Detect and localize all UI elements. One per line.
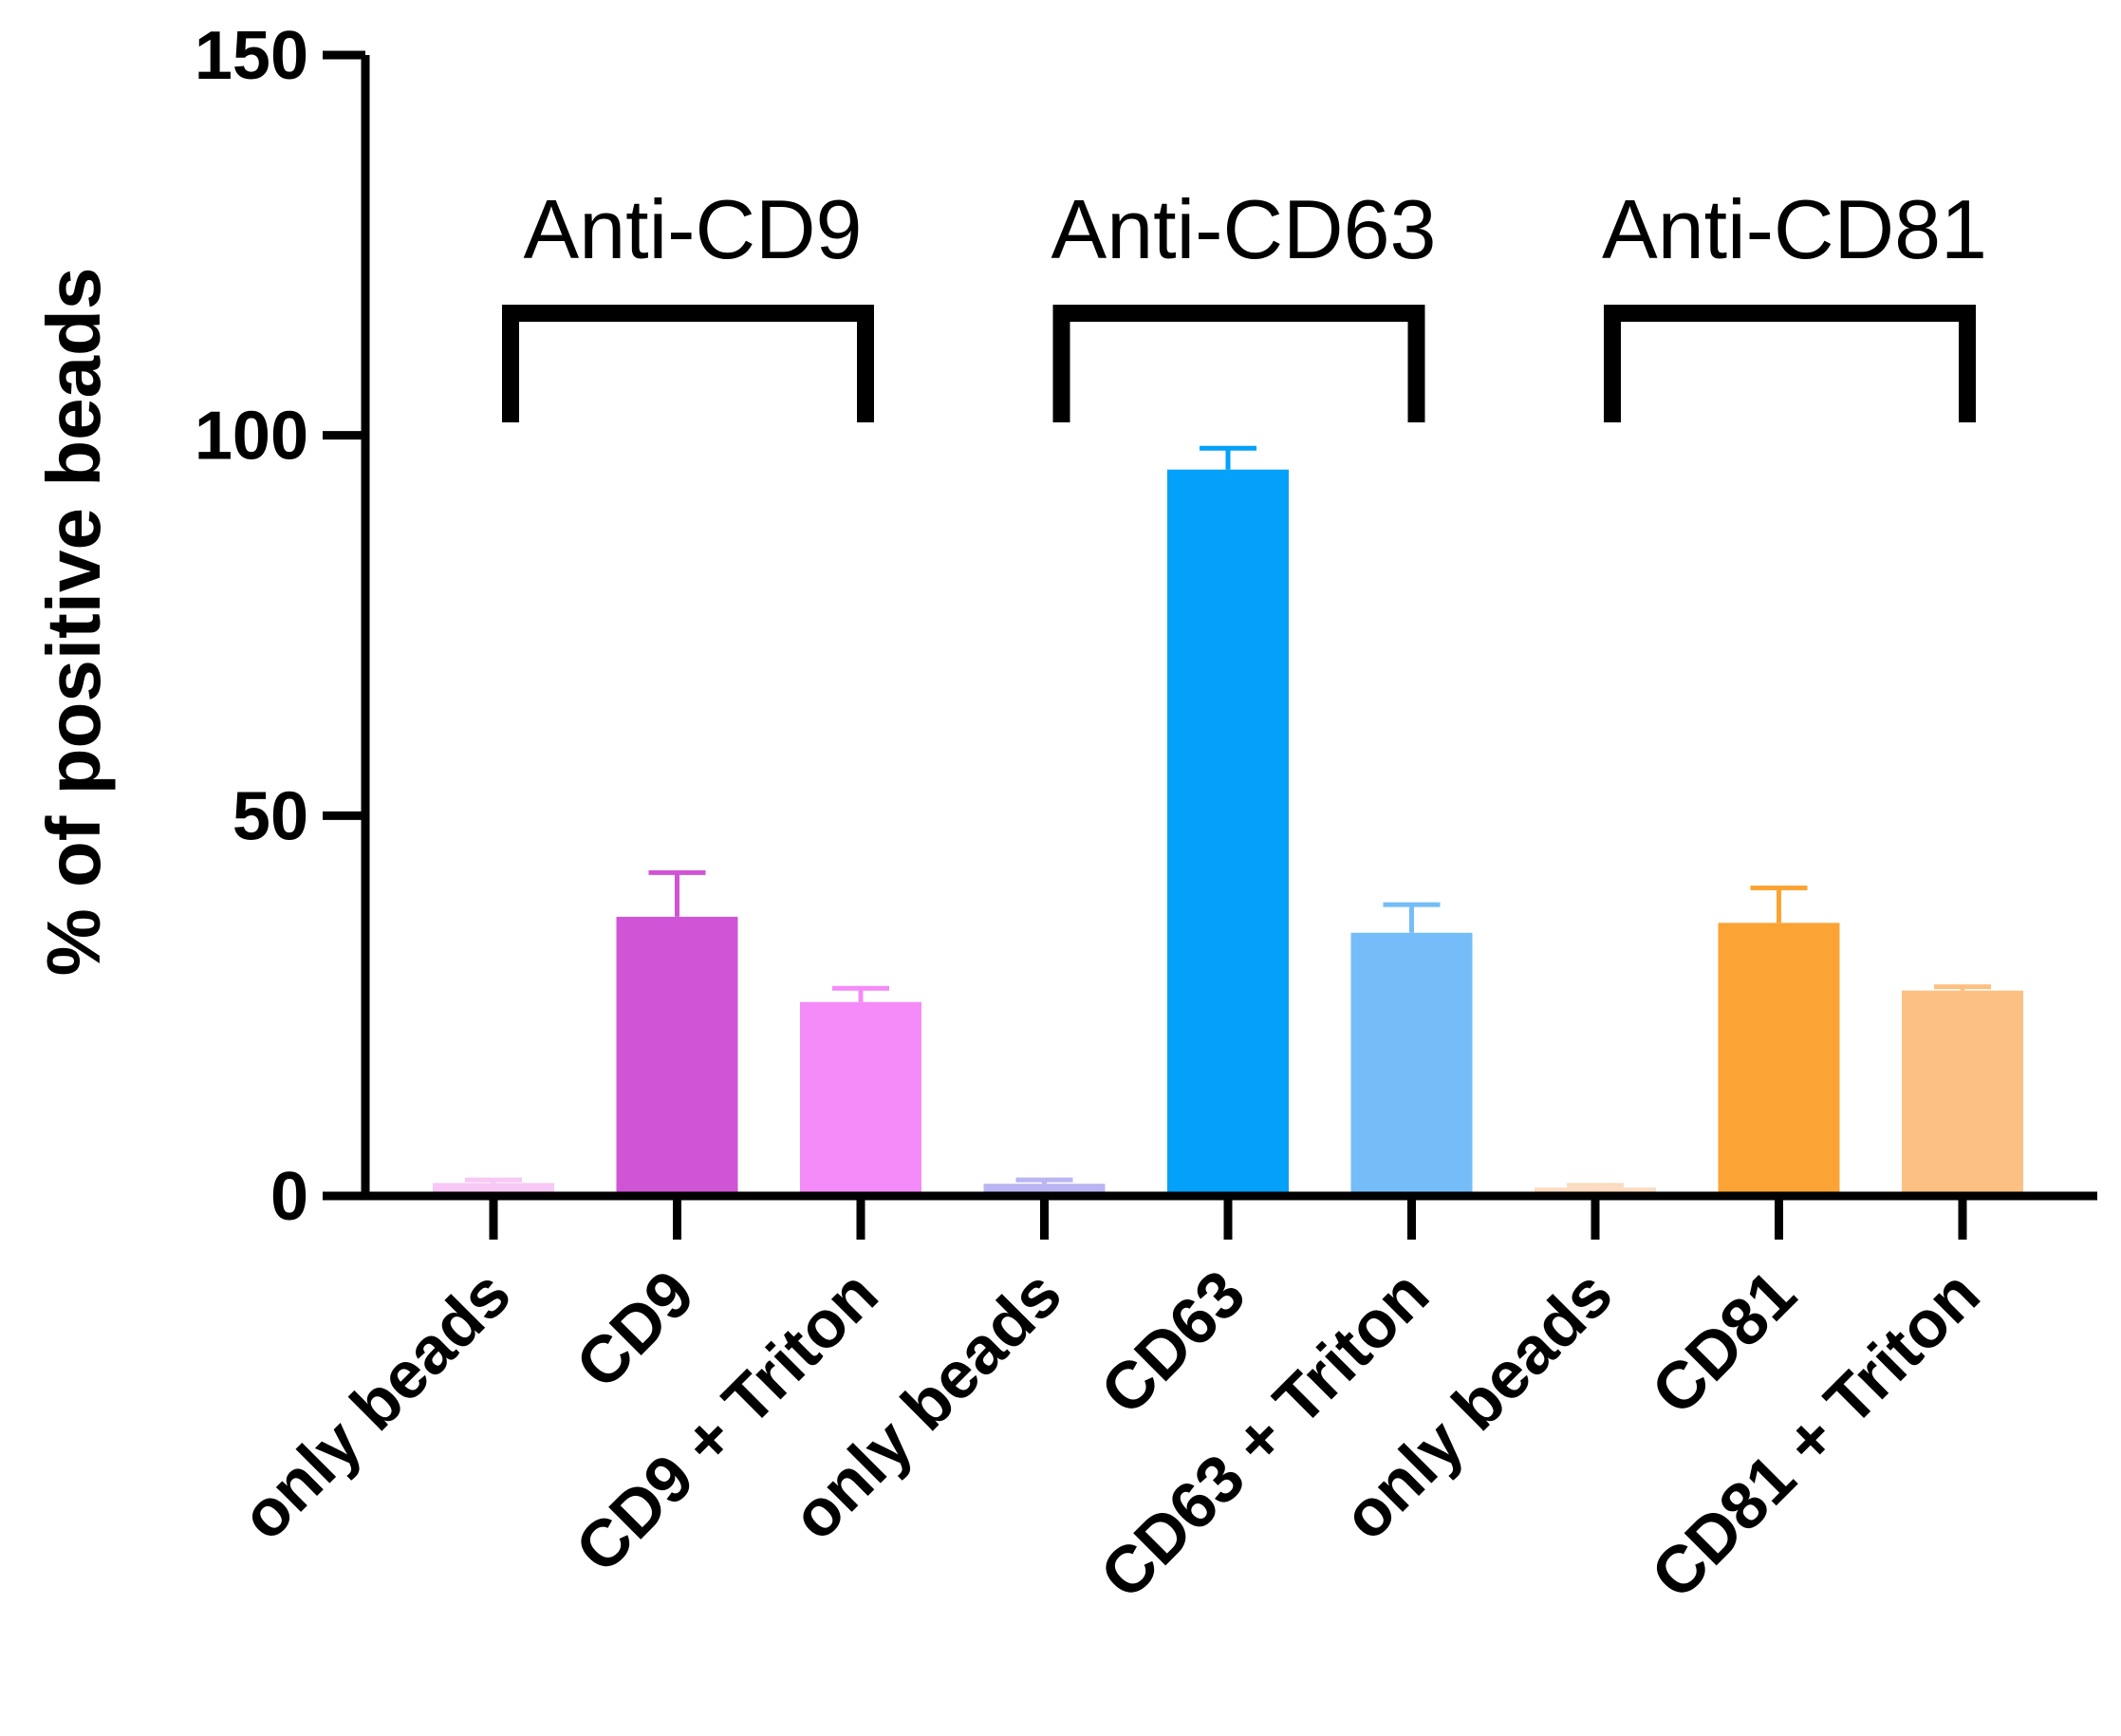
bracket-anti-cd81 — [1604, 305, 1976, 422]
error-bar-4 — [1015, 1177, 1073, 1185]
y-tick-label-150: 150 — [195, 18, 308, 94]
x-tick-label-5-cd63: CD63 — [1087, 1256, 1259, 1428]
error-bar-8 — [1750, 885, 1808, 924]
error-bar-2 — [648, 869, 706, 917]
x-tick-label-9-cd81-plus-triton: CD81 + Triton — [1637, 1256, 1994, 1613]
x-tick-label-6-cd63-plus-triton: CD63 + Triton — [1087, 1256, 1443, 1613]
bar-6-cd63-plus-triton — [1350, 932, 1473, 1196]
bracket-anti-cd9 — [502, 305, 874, 422]
bracket-anti-cd63 — [1052, 305, 1425, 422]
group-label-anti-cd63: Anti-CD63 — [1051, 182, 1437, 276]
error-bar-1 — [465, 1177, 522, 1184]
bar-8-cd81 — [1718, 923, 1840, 1196]
error-bar-6 — [1383, 902, 1441, 933]
y-ticks-layer: 0 50 100 150 — [195, 18, 365, 1235]
error-bar-7 — [1567, 1183, 1624, 1188]
y-axis-label: % of positive beads — [31, 268, 116, 977]
error-bar-5 — [1200, 445, 1256, 470]
x-tick-label-1-only-beads: only beads — [227, 1256, 525, 1554]
y-tick-label-50: 50 — [233, 778, 308, 854]
bar-9-cd81-plus-triton — [1902, 990, 2023, 1196]
group-label-anti-cd9: Anti-CD9 — [524, 182, 863, 276]
error-bar-3 — [832, 985, 889, 1002]
x-tick-label-2-cd9: CD9 — [562, 1256, 708, 1402]
bar-5-cd63 — [1167, 469, 1289, 1196]
error-bar-9 — [1934, 984, 1991, 991]
y-tick-label-100: 100 — [195, 399, 308, 475]
error-bars-layer — [465, 445, 1991, 1188]
bar-2-cd9 — [616, 916, 738, 1196]
bars-layer — [433, 469, 2023, 1196]
group-label-anti-cd81: Anti-CD81 — [1602, 182, 1987, 276]
group-brackets-layer: Anti-CD9 Anti-CD63 Anti-CD81 — [502, 182, 1987, 422]
x-tick-label-8-cd81: CD81 — [1637, 1256, 1810, 1428]
bar-3-cd9-plus-triton — [800, 1001, 921, 1196]
y-tick-label-0: 0 — [270, 1159, 308, 1235]
